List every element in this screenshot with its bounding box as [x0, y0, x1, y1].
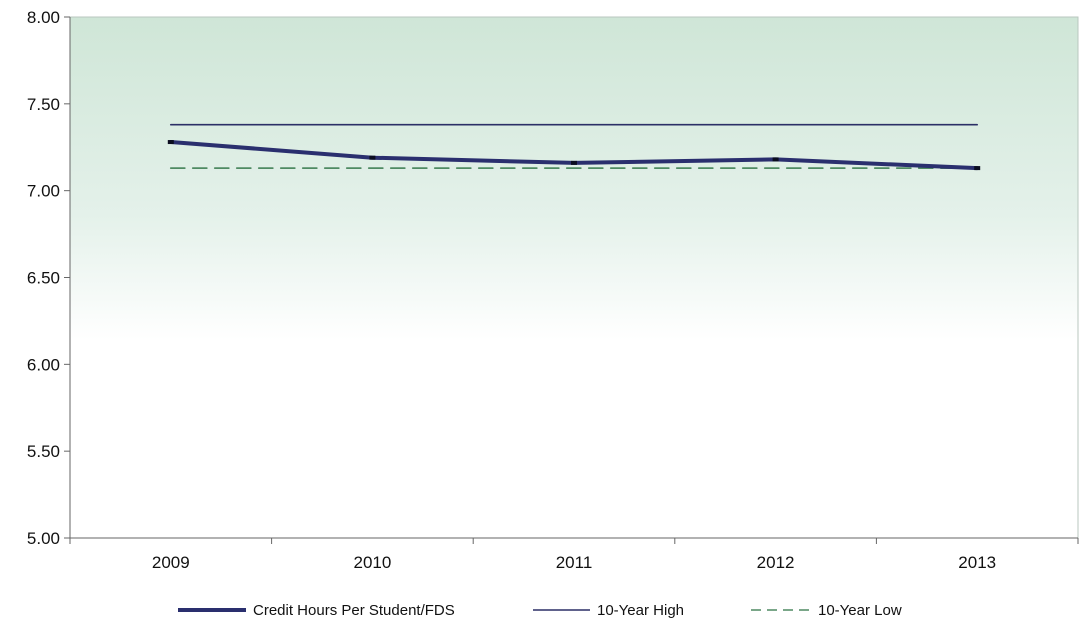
data-point: [167, 140, 174, 145]
y-tick-label: 6.00: [27, 355, 60, 374]
x-tick-label: 2012: [757, 553, 795, 572]
y-tick-label: 8.00: [27, 8, 60, 27]
legend-label: 10-Year Low: [818, 602, 902, 619]
data-point: [571, 160, 577, 165]
x-tick-label: 2011: [556, 553, 593, 572]
y-tick-label: 7.50: [27, 95, 60, 114]
x-tick-label: 2013: [958, 553, 996, 572]
legend-label: 10-Year High: [597, 602, 684, 619]
y-tick-label: 7.00: [27, 182, 60, 201]
data-point: [369, 155, 376, 160]
y-tick-label: 6.50: [27, 269, 60, 288]
y-tick-label: 5.50: [27, 442, 60, 461]
data-point: [974, 166, 981, 171]
data-point: [772, 157, 779, 162]
legend-label: Credit Hours Per Student/FDS: [253, 602, 455, 619]
y-tick-label: 5.00: [27, 529, 60, 548]
x-tick-label: 2009: [152, 553, 190, 572]
x-tick-label: 2010: [353, 553, 391, 572]
plot-area: [69, 16, 1079, 539]
